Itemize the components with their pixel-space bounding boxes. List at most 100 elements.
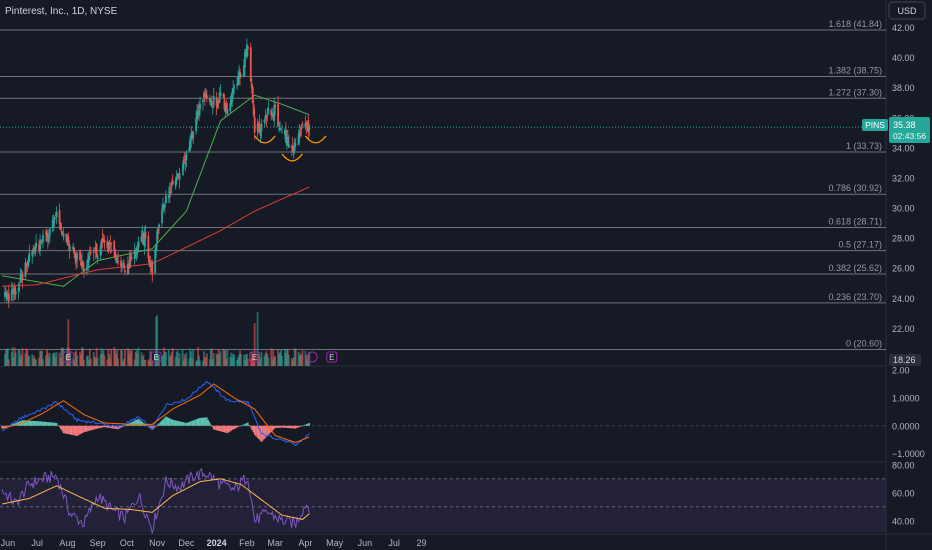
macd-histogram-bar [103, 425, 106, 428]
symbol-title: Pinterest, Inc., 1D, NYSE [5, 6, 118, 17]
candle-body [147, 236, 150, 258]
time-axis-tick: Jun [1, 538, 16, 548]
volume-bar [114, 350, 117, 366]
volume-bar [244, 359, 246, 366]
candle-body [167, 195, 170, 198]
macd-histogram-bar [181, 421, 183, 426]
candle-body [80, 261, 82, 266]
macd-histogram-bar [247, 422, 249, 426]
macd-histogram-bar [249, 425, 252, 428]
macd-histogram-bar [54, 422, 56, 426]
volume-bar [257, 354, 260, 366]
candle-body [39, 241, 41, 251]
earnings-marker-icon[interactable] [150, 351, 162, 363]
time-axis-tick: 29 [417, 538, 427, 548]
volume-bar [308, 351, 311, 366]
volume-bar [108, 354, 111, 366]
volume-bar [246, 358, 249, 366]
macd-histogram-bar [45, 421, 47, 426]
macd-histogram-bar [256, 425, 259, 438]
volume-bar [281, 355, 283, 366]
candle-body [198, 110, 200, 116]
macd-histogram-bar [269, 425, 271, 434]
price-axis-tick: 30.00 [892, 204, 915, 214]
candle-body [163, 205, 165, 208]
candle-body [18, 284, 21, 286]
head-and-shoulders-arc [304, 135, 327, 144]
volume-bar [18, 350, 21, 366]
candle-body [127, 265, 130, 269]
macd-histogram-bar [62, 425, 65, 434]
candle-body [284, 129, 287, 143]
volume-bar [34, 359, 37, 366]
candle-body [135, 248, 138, 255]
volume-bar [48, 352, 51, 366]
volume-bar [284, 348, 286, 366]
candle-body [195, 118, 198, 132]
macd-histogram-bar [222, 425, 224, 433]
volume-bar [222, 348, 225, 366]
candle-body [199, 103, 201, 110]
volume-bar [253, 323, 256, 366]
earnings-marker-icon[interactable] [249, 351, 261, 363]
macd-histogram-bar [154, 425, 156, 428]
macd-histogram-bar [75, 425, 77, 436]
volume-bar [129, 350, 132, 366]
candle-body [72, 245, 75, 250]
macd-histogram-bar [290, 425, 293, 429]
candle-body [273, 105, 276, 122]
candle-body [294, 143, 297, 145]
volume-bar [272, 349, 275, 366]
volume-bar [86, 355, 89, 366]
volume-bar [69, 352, 72, 366]
volume-bar [127, 349, 130, 366]
candle-body [136, 246, 139, 251]
volume-bar [171, 348, 174, 366]
macd-histogram-bar [174, 420, 177, 426]
price-axis-tick: 34.00 [892, 143, 915, 153]
volume-badge [889, 354, 921, 366]
dividend-marker-icon[interactable] [306, 351, 318, 363]
macd-histogram-bar [284, 425, 286, 428]
earnings-marker-icon[interactable] [326, 351, 338, 363]
macd-histogram-bar [296, 425, 298, 428]
candle-body [53, 216, 56, 220]
macd-histogram-bar [217, 425, 219, 431]
macd-histogram-bar [214, 425, 216, 430]
volume-bar [226, 349, 229, 366]
macd-histogram-bar [245, 423, 248, 426]
volume-bar [182, 360, 185, 366]
macd-histogram-bar [57, 425, 59, 426]
macd-histogram-bar [165, 416, 167, 426]
volume-bar [25, 348, 28, 366]
candle-body [141, 233, 144, 239]
time-axis-tick: Sep [90, 538, 106, 548]
macd-histogram-bar [207, 419, 209, 426]
volume-bar [41, 350, 43, 366]
volume-bar [177, 358, 180, 366]
macd-histogram-bar [114, 425, 117, 429]
macd-histogram-bar [270, 425, 272, 433]
volume-bar [136, 353, 139, 366]
time-axis-tick: 2024 [207, 538, 227, 548]
macd-histogram-bar [55, 422, 58, 426]
macd-histogram-bar [60, 425, 62, 430]
volume-bar [274, 356, 277, 366]
volume-bar [53, 352, 56, 366]
price-axis-tick: 28.00 [892, 234, 915, 244]
volume-bar [83, 360, 85, 366]
macd-signal-line [1, 383, 310, 444]
candle-body [59, 223, 62, 230]
candle-body [95, 243, 98, 257]
currency-button[interactable] [888, 1, 926, 20]
volume-bar [10, 352, 13, 366]
earnings-marker-icon[interactable] [62, 351, 74, 363]
volume-bar [188, 358, 191, 366]
macd-histogram-bar [225, 425, 227, 433]
volume-bar [109, 358, 112, 366]
volume-bar [147, 360, 150, 366]
macd-histogram-bar [28, 420, 31, 426]
macd-histogram-bar [102, 425, 104, 428]
